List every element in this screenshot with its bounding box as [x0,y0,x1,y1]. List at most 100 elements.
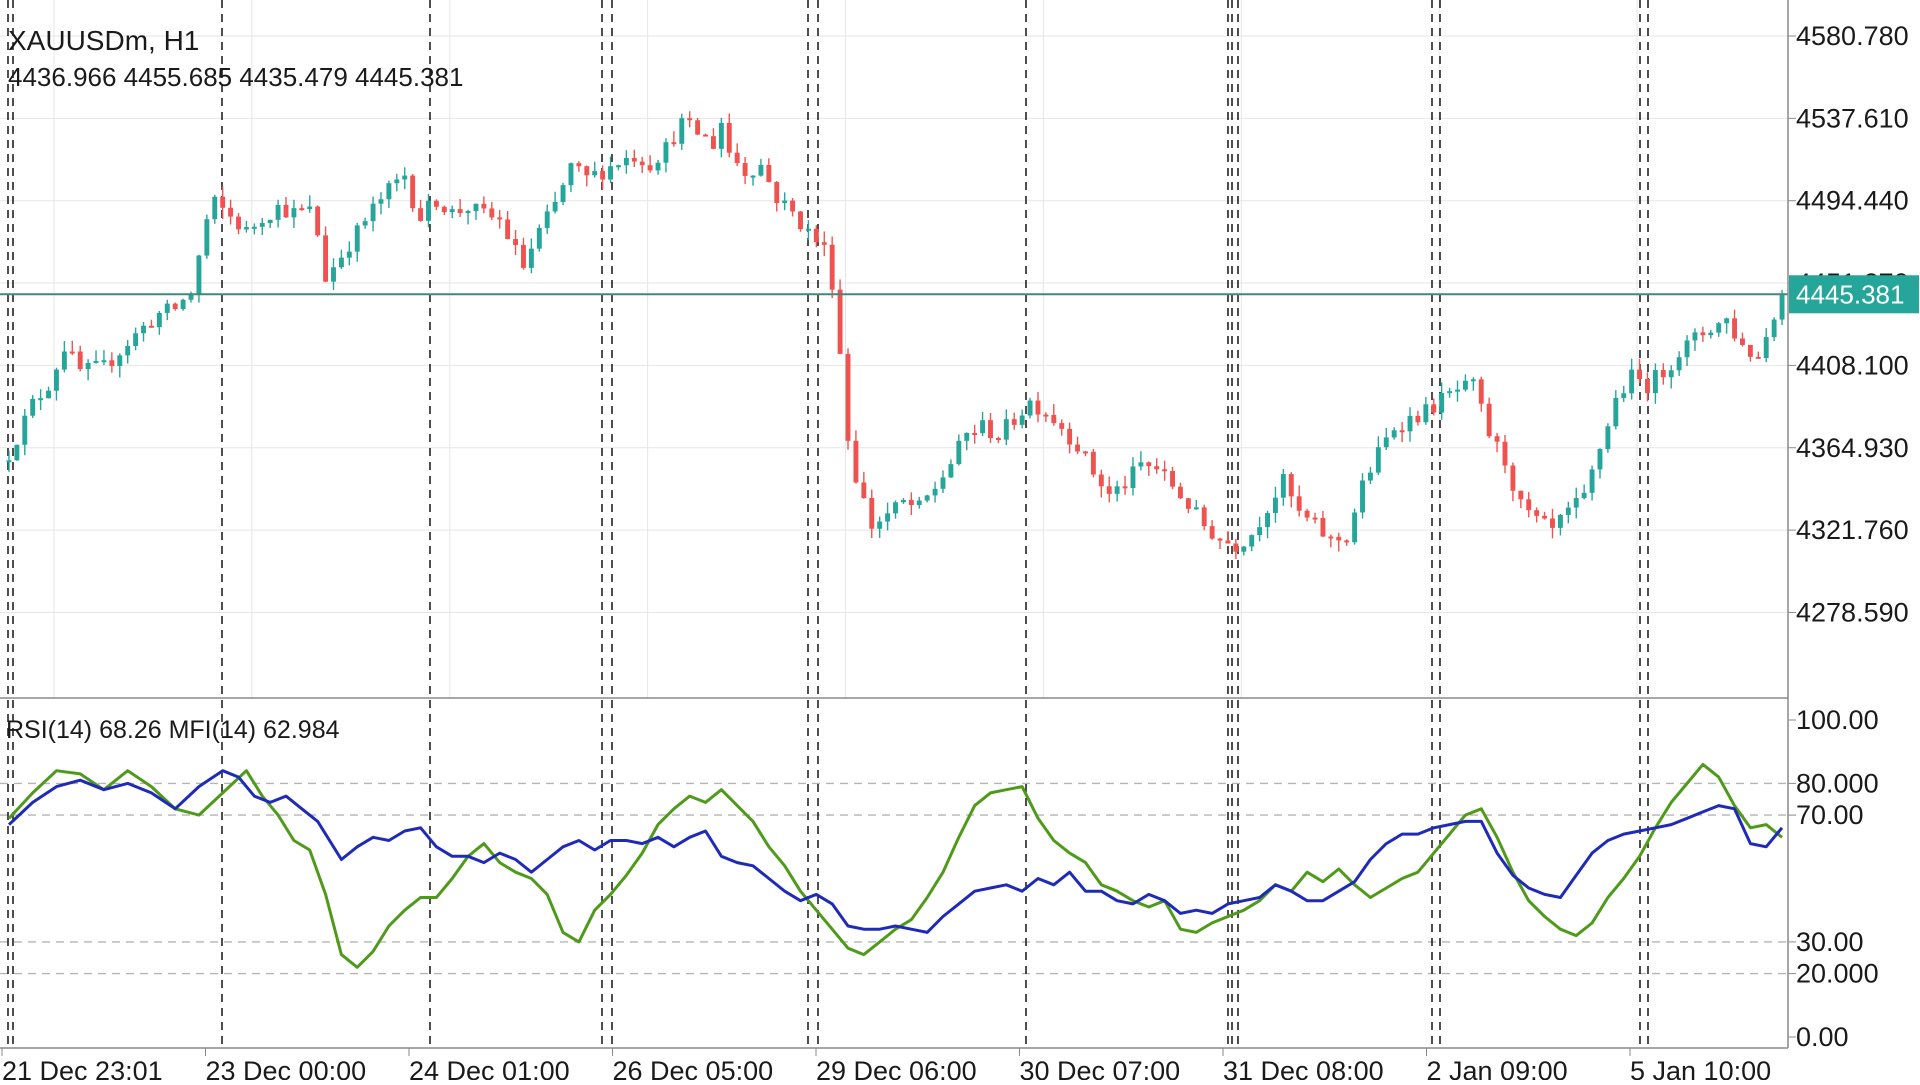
candle-body [964,432,970,441]
candle-body [133,333,139,347]
candle-body [1217,538,1223,541]
candle-body [1296,496,1302,511]
candle-body [473,203,479,212]
time-tick-label: 26 Dec 05:00 [613,1056,774,1080]
candle-body [1201,507,1207,527]
candle-body [1470,379,1476,382]
candle-body [1154,466,1160,470]
candle-body [1114,486,1120,494]
candle-body [489,208,495,218]
candle-body [631,157,637,162]
candle-body [1249,535,1255,547]
time-tick-label: 21 Dec 23:01 [2,1056,163,1080]
candle-body [283,204,289,218]
candle-body [449,209,455,213]
candle-body [1185,498,1191,509]
candle-body [1209,526,1215,539]
candle-body [750,175,756,178]
indicator-tick-label: 30.00 [1796,927,1864,957]
candle-body [1613,397,1619,427]
candle-body [156,312,162,328]
candle-body [172,303,178,310]
candle-body [1589,469,1595,493]
indicator-tick-label: 100.00 [1796,705,1879,735]
candle-body [972,432,978,435]
candle-body [536,227,542,249]
candle-body [1130,466,1136,489]
candle-body [647,165,653,171]
candle-body [948,464,954,478]
candle-body [1265,513,1270,528]
candle-body [1312,517,1318,520]
candle-body [560,185,566,202]
current-price-tag [1789,275,1919,314]
time-tick-label: 2 Jan 09:00 [1427,1056,1568,1080]
candle-body [742,163,748,176]
candle-body [568,163,574,186]
candle-body [259,223,265,227]
candle-body [608,166,613,180]
candle-body [908,500,914,506]
candle-body [307,206,313,210]
candle-body [1494,436,1500,442]
candle-body [1407,415,1413,432]
candle-body [600,171,606,180]
candle-body [766,164,772,183]
candle-body [338,257,344,268]
candle-body [924,495,930,501]
candle-body [1629,369,1635,394]
candle-body [410,175,416,209]
candle-body [782,200,788,204]
candle-body [861,482,867,499]
candle-body [101,360,107,363]
candle-body [513,239,519,245]
price-tick-label: 4537.610 [1796,103,1909,133]
candle-body [1391,430,1397,438]
price-scale[interactable]: 4580.7804537.6104494.4404451.2704408.100… [1788,21,1909,627]
candle-body [164,303,170,313]
candle-body [916,500,922,506]
candle-body [671,142,677,145]
candle-body [1011,419,1017,425]
candle-body [426,200,431,221]
candle-body [584,166,590,176]
candle-body [212,196,218,220]
candle-body [1455,389,1460,392]
candle-body [1193,507,1199,510]
candle-body [275,204,281,220]
price-grid [0,0,1788,698]
candle-body [1502,441,1508,466]
price-tick-label: 4321.760 [1796,515,1909,545]
candle-body [1122,486,1128,489]
candle-body [1462,380,1468,390]
candle-body [900,500,906,503]
mfi-line [7,762,1783,969]
candle-body [315,206,321,236]
candle-body [845,353,851,441]
candle-body [734,152,740,164]
candle-body [1098,474,1104,487]
candle-body [774,182,780,204]
candle-body [1581,492,1587,499]
candle-body [995,437,1001,440]
candle-body [695,120,701,135]
price-tick-label: 4408.100 [1796,350,1909,380]
candle-body [1083,451,1088,454]
candle-body [497,217,503,220]
candle-body [1367,472,1373,481]
candle-body [30,398,36,416]
candle-body [623,157,629,166]
indicator-tick-label: 70.00 [1796,800,1864,830]
candle-body [354,225,360,252]
candle-body [1542,515,1548,519]
candle-body [1605,426,1611,450]
candle-body [331,267,336,282]
candle-body [829,244,835,290]
candle-body [394,179,400,184]
indicator-tick-label: 20.000 [1796,959,1879,989]
candle-body [1328,536,1334,539]
